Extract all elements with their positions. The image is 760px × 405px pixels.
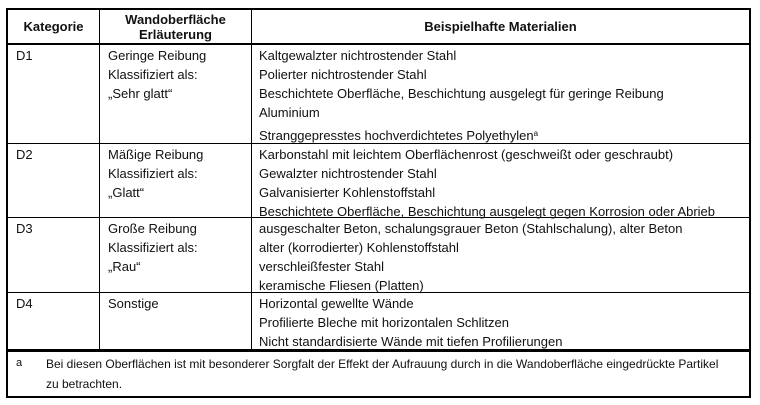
material-line: alter (korrodierter) Kohlenstoffstahl (259, 238, 682, 257)
header-materialien: Beispielhafte Materialien (424, 19, 577, 34)
description-line: „Sehr glatt“ (108, 86, 173, 101)
material-line: Galvanisierter Kohlenstoffstahl (259, 183, 715, 202)
header-divider (8, 43, 749, 45)
material-line: Stranggepresstes hochverdichtetes Polyet… (259, 124, 664, 145)
description-line: „Glatt“ (108, 185, 145, 200)
materials-cell: Kaltgewalzter nichtrostender Stahl Polier… (259, 46, 664, 145)
row-divider (8, 143, 749, 144)
row-divider (8, 292, 749, 293)
description-line: Geringe Reibung (108, 48, 207, 63)
description-cell: Sonstige (108, 294, 159, 313)
header-wandoberflaeche: Wandoberfläche Erläuterung (100, 12, 251, 42)
footnote-text: Bei diesen Oberflächen ist mit besondere… (46, 354, 718, 394)
material-line: keramische Fliesen (Platten) (259, 276, 682, 295)
header-line: Wandoberfläche (125, 12, 226, 27)
materials-cell: Karbonstahl mit leichtem Oberflächenrost… (259, 145, 715, 221)
material-line: Horizontal gewellte Wände (259, 294, 562, 313)
material-line: Beschichtete Oberfläche, Beschichtung au… (259, 84, 664, 103)
material-line: Kaltgewalzter nichtrostender Stahl (259, 46, 664, 65)
footnote-ref: a (533, 129, 539, 138)
material-text: keramische Fliesen (Platten) (259, 278, 424, 293)
material-text: Nicht standardisierte Wände mit tiefen P… (259, 334, 563, 349)
material-line: Karbonstahl mit leichtem Oberflächenrost… (259, 145, 715, 164)
description-cell: Große Reibung Klassifiziert als: „Rau“ (108, 219, 198, 276)
material-line: Aluminium (259, 103, 664, 122)
row-divider (8, 217, 749, 218)
material-line: Polierter nichtrostender Stahl (259, 65, 664, 84)
header-line: Erläuterung (139, 27, 212, 42)
materials-cell: ausgeschalter Beton, schalungsgrauer Bet… (259, 219, 682, 295)
material-line: Profilierte Bleche mit horizontalen Schl… (259, 313, 562, 332)
description-line: Klassifiziert als: (108, 166, 198, 181)
material-text: alter (korrodierter) Kohlenstoffstahl (259, 240, 459, 255)
material-text: Polierter nichtrostender Stahl (259, 67, 427, 82)
materials-cell: Horizontal gewellte Wände Profilierte Ble… (259, 294, 562, 351)
material-line: Beschichtete Oberfläche, Beschichtung au… (259, 202, 715, 221)
materials-table: Kategorie Wandoberfläche Erläuterung Bei… (6, 8, 751, 398)
footnote-line: Bei diesen Oberflächen ist mit besondere… (46, 357, 719, 371)
material-text: Horizontal gewellte Wände (259, 296, 414, 311)
category-cell: D3 (16, 221, 33, 236)
material-text: ausgeschalter Beton, schalungsgrauer Bet… (259, 221, 683, 236)
header-kategorie: Kategorie (23, 19, 84, 34)
description-line: Sonstige (108, 296, 159, 311)
category-cell: D4 (16, 296, 33, 311)
col-divider (99, 10, 100, 349)
material-line: ausgeschalter Beton, schalungsgrauer Bet… (259, 219, 682, 238)
description-line: Große Reibung (108, 221, 197, 236)
material-line: Gewalzter nichtrostender Stahl (259, 164, 715, 183)
material-text: Beschichtete Oberfläche, Beschichtung au… (259, 86, 664, 101)
description-line: Klassifiziert als: (108, 240, 198, 255)
material-text: Kaltgewalzter nichtrostender Stahl (259, 48, 457, 63)
description-cell: Geringe Reibung Klassifiziert als: „Sehr g… (108, 46, 206, 103)
material-line: Nicht standardisierte Wände mit tiefen P… (259, 332, 562, 351)
footnote-line: zu betrachten. (46, 377, 123, 391)
material-text: Profilierte Bleche mit horizontalen Schl… (259, 315, 510, 330)
material-text: Aluminium (259, 105, 320, 120)
description-line: Mäßige Reibung (108, 147, 204, 162)
material-text: Beschichtete Oberfläche, Beschichtung au… (259, 204, 716, 219)
material-text: Gewalzter nichtrostender Stahl (259, 166, 437, 181)
category-cell: D2 (16, 147, 33, 162)
category-cell: D1 (16, 48, 33, 63)
col-divider (251, 10, 252, 349)
material-text: verschleißfester Stahl (259, 259, 384, 274)
footnote-divider (8, 349, 749, 352)
material-text: Galvanisierter Kohlenstoffstahl (259, 185, 436, 200)
description-line: Klassifiziert als: (108, 67, 198, 82)
description-line: „Rau“ (108, 259, 141, 274)
material-text: Stranggepresstes hochverdichtetes Polyet… (259, 128, 534, 143)
material-text: Karbonstahl mit leichtem Oberflächenrost… (259, 147, 674, 162)
footnote-mark: a (16, 357, 23, 369)
description-cell: Mäßige Reibung Klassifiziert als: „Glatt“ (108, 145, 203, 202)
material-line: verschleißfester Stahl (259, 257, 682, 276)
